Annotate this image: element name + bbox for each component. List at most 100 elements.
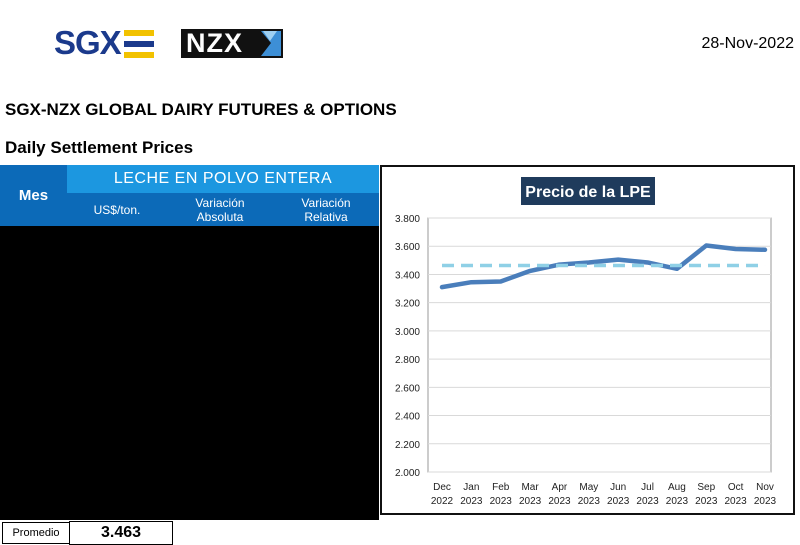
table-cell-abs	[167, 228, 273, 252]
table-cell-rel	[273, 277, 379, 301]
table-cell-rel	[273, 471, 379, 495]
promedio-label: Promedio	[2, 522, 70, 544]
table-cell-mes	[0, 398, 67, 422]
table-cell-price	[67, 228, 167, 252]
x-tick-label-month: Nov	[756, 482, 774, 493]
table-cell-rel	[273, 495, 379, 519]
y-tick-label: 2.400	[395, 412, 420, 423]
y-tick-label: 2.200	[395, 440, 420, 451]
table-cell-abs	[167, 422, 273, 446]
y-tick-label: 3.800	[395, 214, 420, 225]
x-tick-label-year: 2023	[460, 496, 483, 507]
table-cell-price	[67, 350, 167, 374]
x-tick-label-month: Mar	[521, 482, 539, 493]
table-cell-mes	[0, 325, 67, 349]
abs-variation-label-2: Absoluta	[196, 209, 244, 224]
rel-variation-header: Variación Relativa	[273, 193, 379, 226]
report-date: 28-Nov-2022	[701, 35, 795, 52]
table-cell-price	[67, 301, 167, 325]
table-cell-rel	[273, 374, 379, 398]
table-cell-mes	[0, 495, 67, 519]
table-cell-price	[67, 374, 167, 398]
table-cell-abs	[167, 447, 273, 471]
table-cell-abs	[167, 325, 273, 349]
x-tick-label-month: Dec	[433, 482, 451, 493]
table-cell-rel	[273, 350, 379, 374]
x-tick-label-year: 2023	[578, 496, 601, 507]
table-cell-abs	[167, 277, 273, 301]
table-cell-price	[67, 447, 167, 471]
y-tick-label: 2.000	[395, 468, 420, 479]
group-header: LECHE EN POLVO ENTERA	[67, 165, 379, 193]
x-tick-label-year: 2023	[725, 496, 748, 507]
table-cell-price	[67, 422, 167, 446]
table-cell-rel	[273, 325, 379, 349]
rel-variation-label-2: Relativa	[304, 209, 348, 224]
x-tick-label-year: 2023	[695, 496, 718, 507]
table-cell-mes	[0, 422, 67, 446]
table-cell-rel	[273, 398, 379, 422]
x-tick-label-month: Oct	[728, 482, 744, 493]
sgx-logo-bars-icon	[124, 30, 154, 58]
table-cell-abs	[167, 252, 273, 276]
table-cell-mes	[0, 374, 67, 398]
table-cell-rel	[273, 422, 379, 446]
nzx-logo	[181, 29, 283, 58]
table-cell-mes	[0, 228, 67, 252]
x-tick-label-month: May	[579, 482, 598, 493]
abs-variation-header: Variación Absoluta	[167, 193, 273, 226]
x-tick-label-month: Jul	[641, 482, 654, 493]
page-subtitle: Daily Settlement Prices	[5, 138, 194, 157]
table-cell-mes	[0, 301, 67, 325]
plot-area	[427, 217, 772, 473]
table-cell-mes	[0, 350, 67, 374]
x-tick-label-year: 2023	[490, 496, 513, 507]
y-tick-label: 3.000	[395, 327, 420, 338]
table-cell-price	[67, 277, 167, 301]
price-column-header: US$/ton.	[67, 193, 167, 226]
table-cell-rel	[273, 252, 379, 276]
table-cell-rel	[273, 228, 379, 252]
x-tick-label-month: Aug	[668, 482, 686, 493]
table-cell-abs	[167, 301, 273, 325]
table-cell-rel	[273, 301, 379, 325]
table-cell-mes	[0, 471, 67, 495]
x-tick-label-year: 2023	[519, 496, 542, 507]
table-cell-rel	[273, 447, 379, 471]
table-cell-abs	[167, 350, 273, 374]
x-tick-label-month: Feb	[492, 482, 510, 493]
table-cell-price	[67, 252, 167, 276]
table-cell-price	[67, 398, 167, 422]
table-cell-abs	[167, 471, 273, 495]
x-tick-label-year: 2023	[754, 496, 777, 507]
promedio-value: 3.463	[69, 521, 173, 545]
y-tick-label: 2.600	[395, 383, 420, 394]
y-tick-label: 2.800	[395, 355, 420, 366]
x-tick-label-year: 2023	[636, 496, 659, 507]
table-cell-price	[67, 495, 167, 519]
chart-frame: Precio de la LPE 2.000 2.200 2.400 2.600 2.80…	[380, 165, 795, 515]
table-cell-mes	[0, 447, 67, 471]
table-cell-price	[67, 325, 167, 349]
nzx-logo-text: NZX	[186, 28, 243, 58]
table-cell-mes	[0, 252, 67, 276]
page-title: SGX-NZX GLOBAL DAIRY FUTURES & OPTIONS	[5, 100, 397, 119]
abs-variation-label-1: Variación	[195, 195, 245, 210]
x-tick-label-year: 2023	[666, 496, 689, 507]
table-cell-price	[67, 471, 167, 495]
x-tick-label-year: 2023	[607, 496, 630, 507]
table-cell-abs	[167, 398, 273, 422]
price-chart: Precio de la LPE 2.000 2.200 2.400 2.600 2.80…	[395, 177, 777, 507]
x-tick-label-year: 2023	[548, 496, 571, 507]
rel-variation-label-1: Variación	[301, 195, 351, 210]
x-tick-label-year: 2022	[431, 496, 454, 507]
x-tick-label-month: Apr	[552, 482, 568, 493]
series-line-price	[439, 243, 768, 290]
y-tick-label: 3.600	[395, 242, 420, 253]
y-tick-label: 3.400	[395, 270, 420, 281]
mes-header: Mes	[0, 165, 67, 226]
sgx-logo: SGX	[54, 24, 122, 61]
chart-title-box	[521, 177, 655, 205]
table-cell-mes	[0, 277, 67, 301]
table-cell-abs	[167, 495, 273, 519]
